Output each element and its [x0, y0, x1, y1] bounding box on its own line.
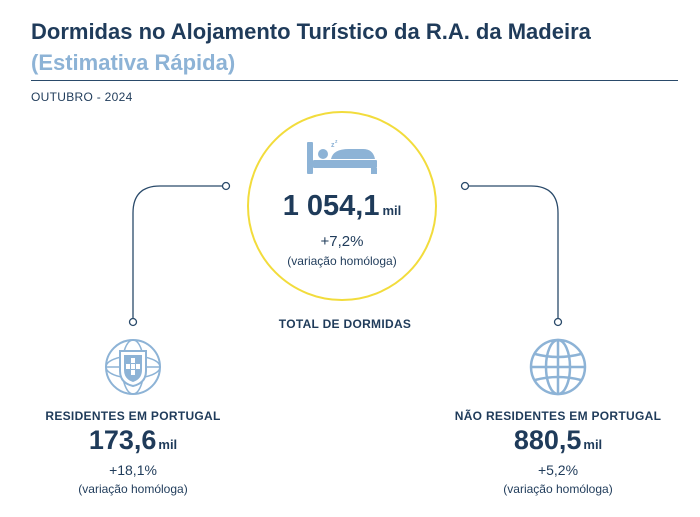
residents-value: 173,6 mil	[13, 425, 253, 456]
residents-label: RESIDENTES EM PORTUGAL	[45, 409, 221, 423]
right-connector-top-dot	[460, 181, 470, 191]
right-connector	[465, 185, 559, 322]
period-label: OUTUBRO - 2024	[31, 90, 133, 104]
residents-variation: +18,1%	[109, 462, 157, 478]
svg-text:z: z	[331, 142, 335, 149]
page-title: Dormidas no Alojamento Turístico da R.A.…	[31, 19, 591, 44]
total-variation: +7,2%	[320, 233, 364, 250]
non-residents-variation: +5,2%	[537, 462, 579, 478]
header-divider	[31, 80, 678, 81]
residents-value-number: 173,6	[88, 425, 157, 455]
portugal-shield-icon	[105, 339, 161, 395]
total-caption: TOTAL DE DORMIDAS	[278, 317, 412, 331]
non-residents-value-number: 880,5	[513, 425, 582, 455]
total-value-unit: mil	[382, 203, 402, 218]
total-value: 1 054,1 mil	[247, 190, 437, 223]
non-residents-variation-label: (variação homóloga)	[503, 482, 613, 496]
total-value-number: 1 054,1	[282, 190, 380, 222]
non-residents-value: 880,5 mil	[438, 425, 678, 456]
left-connector-bottom-dot	[128, 317, 138, 327]
bed-icon: z z	[307, 139, 377, 174]
page-subtitle: (Estimativa Rápida)	[31, 50, 236, 75]
left-connector-top-dot	[221, 181, 231, 191]
non-residents-value-unit: mil	[583, 437, 603, 452]
right-connector-bottom-dot	[553, 317, 563, 327]
left-connector	[132, 185, 226, 322]
non-residents-label: NÃO RESIDENTES EM PORTUGAL	[454, 409, 662, 423]
residents-value-unit: mil	[158, 437, 178, 452]
total-circle	[247, 111, 437, 301]
globe-icon	[529, 338, 587, 396]
svg-text:z: z	[335, 139, 338, 145]
residents-variation-label: (variação homóloga)	[78, 482, 188, 496]
total-variation-label: (variação homóloga)	[287, 254, 397, 268]
